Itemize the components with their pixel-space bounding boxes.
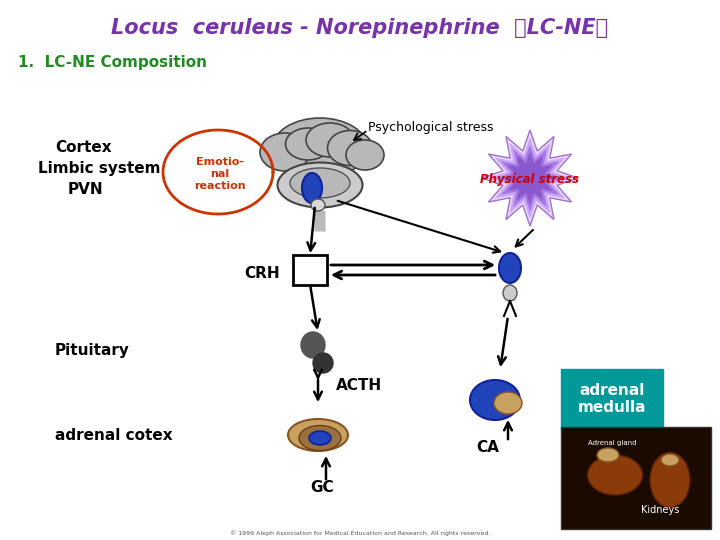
Ellipse shape (597, 448, 619, 462)
Text: 1.  LC-NE Composition: 1. LC-NE Composition (18, 55, 207, 70)
Polygon shape (482, 130, 578, 226)
Polygon shape (496, 144, 564, 212)
Text: CRH: CRH (244, 267, 280, 281)
Polygon shape (489, 137, 571, 219)
Text: Psychological stress: Psychological stress (368, 122, 493, 134)
FancyBboxPatch shape (561, 427, 711, 529)
Ellipse shape (306, 123, 354, 157)
FancyBboxPatch shape (561, 369, 663, 429)
Text: CA: CA (477, 440, 500, 455)
Ellipse shape (346, 140, 384, 170)
Text: adrenal cotex: adrenal cotex (55, 428, 173, 442)
Text: Physical stress: Physical stress (480, 173, 580, 186)
Polygon shape (503, 152, 557, 205)
Ellipse shape (286, 128, 330, 160)
Ellipse shape (288, 419, 348, 451)
FancyArrowPatch shape (315, 211, 325, 232)
Text: Cortex: Cortex (55, 140, 112, 156)
Text: GC: GC (310, 480, 333, 495)
Ellipse shape (299, 426, 341, 450)
Ellipse shape (328, 131, 372, 165)
Ellipse shape (290, 168, 350, 198)
Text: Kidneys: Kidneys (641, 505, 679, 515)
Text: Limbic system: Limbic system (38, 160, 161, 176)
Ellipse shape (494, 392, 522, 414)
Ellipse shape (260, 133, 310, 171)
Ellipse shape (588, 455, 642, 495)
Text: Locus  ceruleus - Norepinephrine  （LC-NE）: Locus ceruleus - Norepinephrine （LC-NE） (112, 18, 608, 38)
Ellipse shape (302, 173, 322, 203)
Ellipse shape (661, 454, 679, 466)
Text: Adrenal gland: Adrenal gland (588, 440, 636, 446)
Ellipse shape (650, 453, 690, 508)
Text: PVN: PVN (68, 183, 104, 198)
Ellipse shape (277, 163, 362, 207)
Ellipse shape (309, 431, 331, 445)
Ellipse shape (503, 285, 517, 301)
Text: Pituitary: Pituitary (55, 342, 130, 357)
Polygon shape (313, 353, 333, 373)
Ellipse shape (311, 199, 325, 211)
Ellipse shape (470, 380, 520, 420)
Text: Emotio-
nal
reaction: Emotio- nal reaction (194, 157, 246, 191)
Ellipse shape (499, 253, 521, 283)
Text: © 1999 Aleph Association for Medical Education and Research. All rights reserved: © 1999 Aleph Association for Medical Edu… (230, 530, 490, 536)
Ellipse shape (272, 118, 367, 178)
FancyBboxPatch shape (293, 255, 327, 285)
Polygon shape (301, 332, 325, 358)
Text: adrenal
medulla: adrenal medulla (577, 383, 647, 415)
Text: ACTH: ACTH (336, 377, 382, 393)
